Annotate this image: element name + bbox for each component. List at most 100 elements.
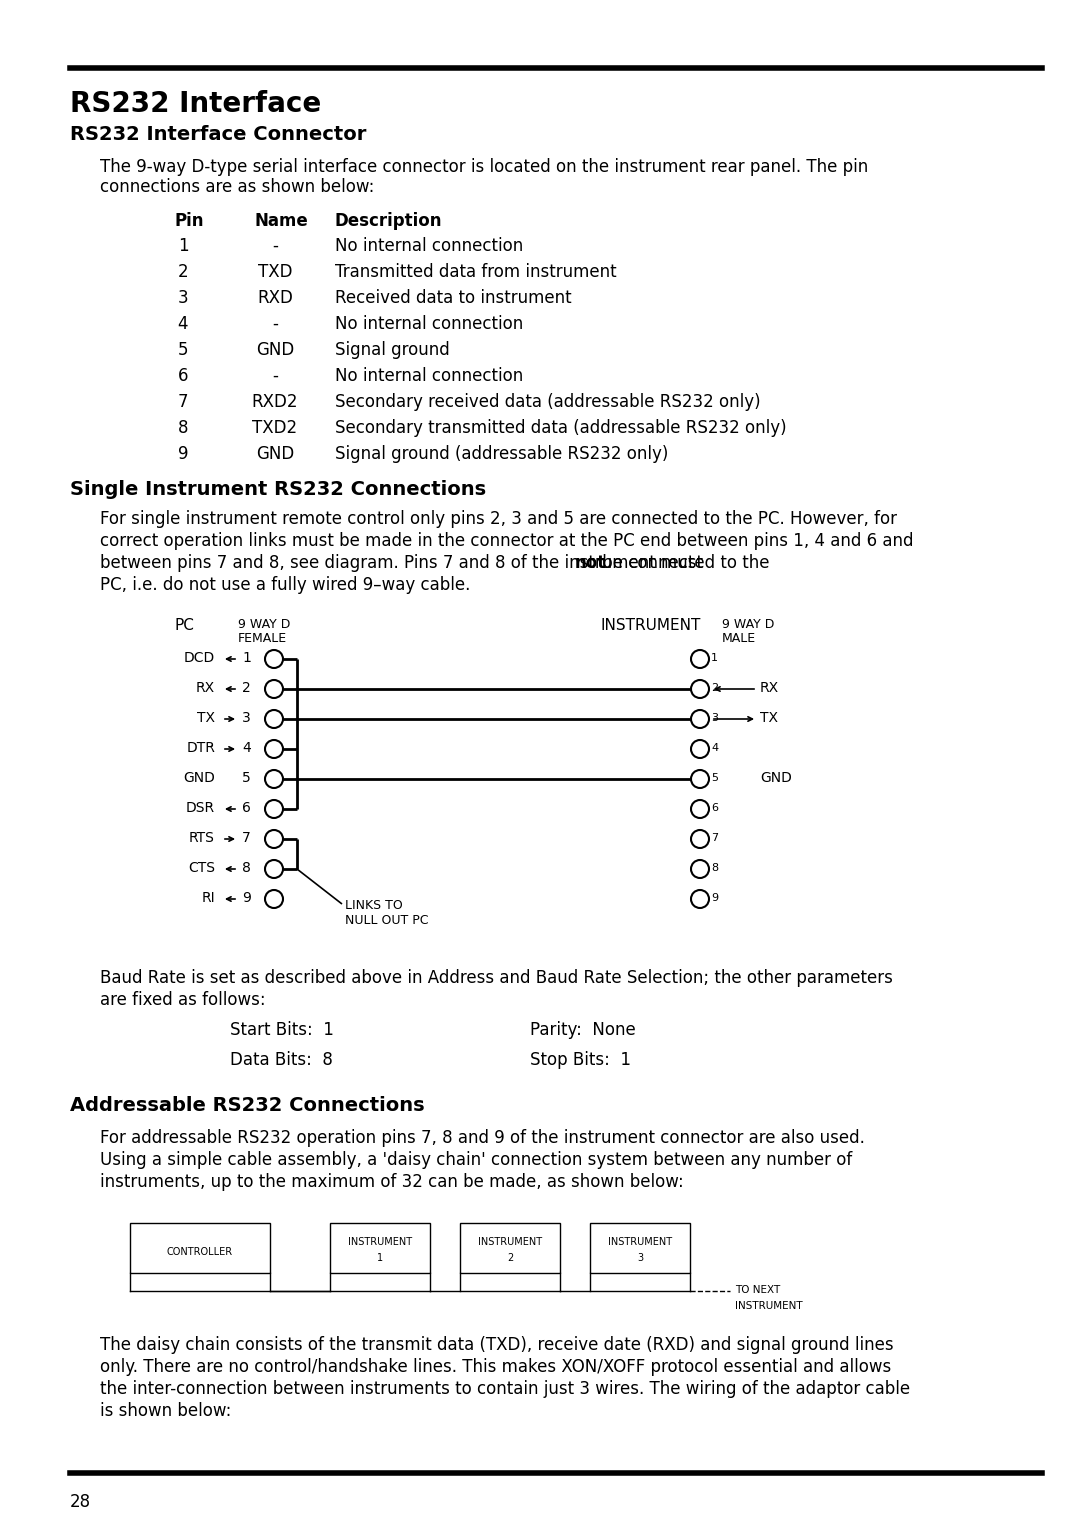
Text: PC, i.e. do not use a fully wired 9–way cable.: PC, i.e. do not use a fully wired 9–way … — [100, 576, 471, 594]
Text: Signal ground: Signal ground — [335, 341, 449, 359]
Text: TXD2: TXD2 — [253, 419, 298, 437]
Text: 2: 2 — [242, 681, 251, 695]
Text: 9 WAY D: 9 WAY D — [238, 617, 291, 631]
Text: 8: 8 — [242, 860, 251, 876]
Text: CTS: CTS — [188, 860, 215, 876]
Text: 5: 5 — [178, 341, 188, 359]
Text: 9: 9 — [242, 891, 251, 905]
Circle shape — [691, 711, 708, 727]
Circle shape — [691, 680, 708, 698]
Text: TXD: TXD — [258, 263, 293, 281]
Text: 4: 4 — [178, 315, 188, 333]
Text: Stop Bits:  1: Stop Bits: 1 — [530, 1051, 631, 1070]
Text: 9: 9 — [711, 892, 718, 903]
Text: INSTRUMENT: INSTRUMENT — [478, 1238, 542, 1247]
Text: between pins 7 and 8, see diagram. Pins 7 and 8 of the instrument must: between pins 7 and 8, see diagram. Pins … — [100, 555, 708, 571]
Text: 7: 7 — [242, 831, 251, 845]
Text: Single Instrument RS232 Connections: Single Instrument RS232 Connections — [70, 480, 486, 500]
Text: The 9-way D-type serial interface connector is located on the instrument rear pa: The 9-way D-type serial interface connec… — [100, 157, 868, 176]
Text: 6: 6 — [711, 804, 718, 813]
Text: Name: Name — [255, 212, 309, 231]
Text: TO NEXT: TO NEXT — [735, 1285, 780, 1296]
Circle shape — [265, 860, 283, 879]
Text: RS232 Interface Connector: RS232 Interface Connector — [70, 125, 366, 144]
Text: RXD: RXD — [257, 289, 293, 307]
Circle shape — [265, 740, 283, 758]
Text: GND: GND — [184, 772, 215, 785]
Text: Secondary transmitted data (addressable RS232 only): Secondary transmitted data (addressable … — [335, 419, 786, 437]
Text: 6: 6 — [178, 367, 188, 385]
Text: Description: Description — [335, 212, 443, 231]
Text: only. There are no control/handshake lines. This makes XON/XOFF protocol essenti: only. There are no control/handshake lin… — [100, 1358, 891, 1377]
Text: -: - — [272, 315, 278, 333]
Text: 4: 4 — [242, 741, 251, 755]
Text: Parity:  None: Parity: None — [530, 1021, 636, 1039]
Circle shape — [265, 770, 283, 788]
Text: The daisy chain consists of the transmit data (TXD), receive date (RXD) and sign: The daisy chain consists of the transmit… — [100, 1335, 893, 1354]
Text: are fixed as follows:: are fixed as follows: — [100, 992, 266, 1008]
Text: 3: 3 — [178, 289, 188, 307]
Bar — [330, 1222, 430, 1273]
Text: RXD2: RXD2 — [252, 393, 298, 411]
Text: connections are as shown below:: connections are as shown below: — [100, 177, 375, 196]
Text: 2: 2 — [507, 1253, 513, 1264]
Text: 3: 3 — [711, 714, 718, 723]
Text: GND: GND — [256, 341, 294, 359]
Text: Secondary received data (addressable RS232 only): Secondary received data (addressable RS2… — [335, 393, 760, 411]
Text: RX: RX — [195, 681, 215, 695]
Text: 7: 7 — [711, 833, 718, 843]
Text: 1: 1 — [178, 237, 188, 255]
Text: 1: 1 — [377, 1253, 383, 1264]
Text: RTS: RTS — [189, 831, 215, 845]
Text: NULL OUT PC: NULL OUT PC — [345, 914, 429, 927]
Text: TX: TX — [760, 711, 778, 724]
Text: 6: 6 — [242, 801, 251, 814]
Text: 9 WAY D: 9 WAY D — [723, 617, 774, 631]
Text: For addressable RS232 operation pins 7, 8 and 9 of the instrument connector are : For addressable RS232 operation pins 7, … — [100, 1129, 865, 1148]
Text: DSR: DSR — [186, 801, 215, 814]
Text: 7: 7 — [178, 393, 188, 411]
Text: INSTRUMENT: INSTRUMENT — [348, 1238, 413, 1247]
Text: correct operation links must be made in the connector at the PC end between pins: correct operation links must be made in … — [100, 532, 914, 550]
Text: Using a simple cable assembly, a 'daisy chain' connection system between any num: Using a simple cable assembly, a 'daisy … — [100, 1151, 852, 1169]
Text: -: - — [272, 237, 278, 255]
Text: 3: 3 — [637, 1253, 643, 1264]
Text: No internal connection: No internal connection — [335, 315, 523, 333]
Text: DTR: DTR — [186, 741, 215, 755]
Text: CONTROLLER: CONTROLLER — [167, 1247, 233, 1258]
Text: 3: 3 — [242, 711, 251, 724]
Circle shape — [265, 649, 283, 668]
Text: RS232 Interface: RS232 Interface — [70, 90, 321, 118]
Bar — [590, 1222, 690, 1273]
Text: No internal connection: No internal connection — [335, 367, 523, 385]
Text: Data Bits:  8: Data Bits: 8 — [230, 1051, 333, 1070]
Circle shape — [265, 830, 283, 848]
Text: GND: GND — [256, 445, 294, 463]
Circle shape — [265, 711, 283, 727]
Text: MALE: MALE — [723, 633, 756, 645]
Circle shape — [691, 801, 708, 817]
Text: TX: TX — [197, 711, 215, 724]
Circle shape — [691, 770, 708, 788]
Text: is shown below:: is shown below: — [100, 1403, 231, 1420]
Text: the inter-connection between instruments to contain just 3 wires. The wiring of : the inter-connection between instruments… — [100, 1380, 910, 1398]
Text: Transmitted data from instrument: Transmitted data from instrument — [335, 263, 617, 281]
Text: INSTRUMENT: INSTRUMENT — [735, 1300, 802, 1311]
Text: 1: 1 — [242, 651, 251, 665]
Text: 2: 2 — [178, 263, 188, 281]
Text: For single instrument remote control only pins 2, 3 and 5 are connected to the P: For single instrument remote control onl… — [100, 510, 897, 529]
Text: GND: GND — [760, 772, 792, 785]
Text: PC: PC — [175, 617, 194, 633]
Text: 4: 4 — [711, 743, 718, 753]
Text: 2: 2 — [711, 683, 718, 694]
Text: instruments, up to the maximum of 32 can be made, as shown below:: instruments, up to the maximum of 32 can… — [100, 1174, 684, 1190]
Text: Start Bits:  1: Start Bits: 1 — [230, 1021, 334, 1039]
Text: 5: 5 — [242, 772, 251, 785]
Text: 28: 28 — [70, 1493, 91, 1511]
Text: Received data to instrument: Received data to instrument — [335, 289, 571, 307]
Text: INSTRUMENT: INSTRUMENT — [608, 1238, 672, 1247]
Text: 8: 8 — [711, 863, 718, 872]
Text: LINKS TO: LINKS TO — [345, 898, 403, 912]
Circle shape — [265, 680, 283, 698]
Text: 8: 8 — [178, 419, 188, 437]
